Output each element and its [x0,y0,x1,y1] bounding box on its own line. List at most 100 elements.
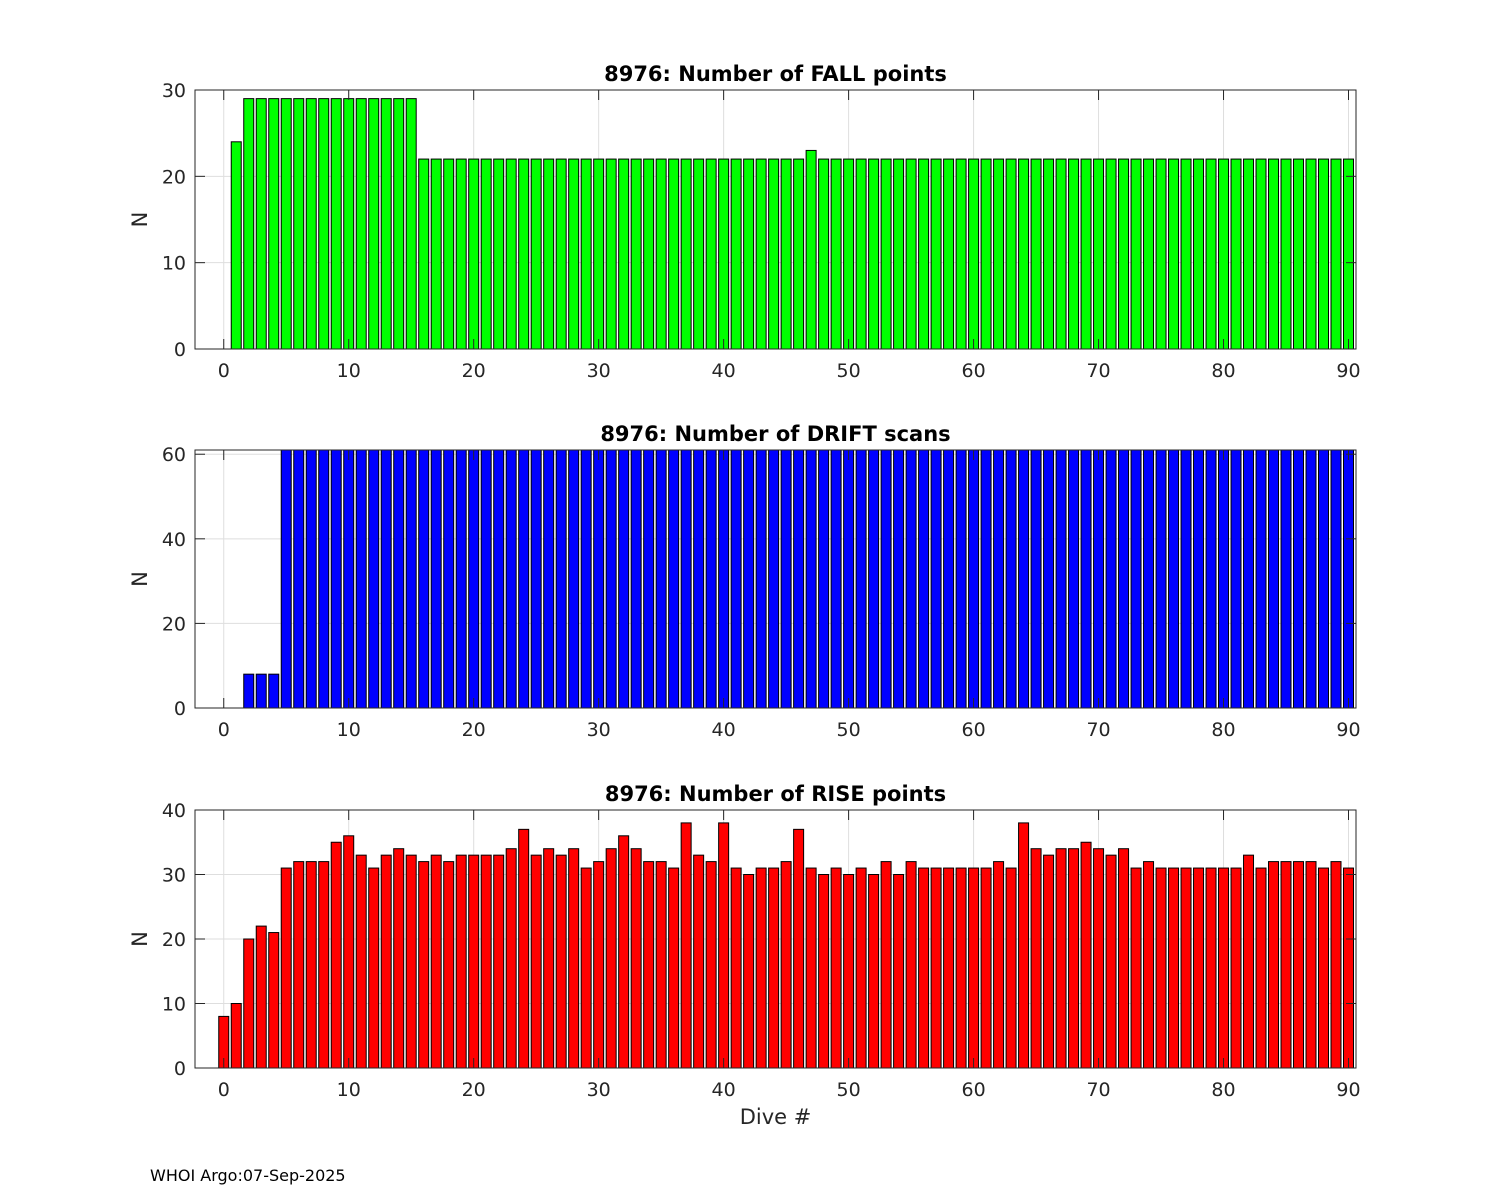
rise-bar [1330,861,1342,1069]
drift-bar [305,449,317,709]
fall-y-tick-label: 0 [174,339,186,361]
fall-bar [880,158,892,350]
rise-bar [943,867,955,1069]
drift-bar [355,449,367,709]
fall-bar [355,98,367,350]
fall-bar [793,158,805,350]
fall-x-tick-label: 0 [218,360,230,382]
drift-x-tick-label: 10 [337,719,361,741]
rise-bar [880,861,892,1069]
drift-bar [255,673,267,709]
drift-bar [943,449,955,709]
drift-bar [580,449,592,709]
rise-bar [755,867,767,1069]
rise-bar [243,938,255,1069]
rise-bar [380,854,392,1069]
drift-bar [518,449,530,709]
drift-bar [1018,449,1030,709]
drift-bar [1218,449,1230,709]
drift-bar [280,449,292,709]
fall-bar [843,158,855,350]
fall-bar [1255,158,1267,350]
drift-x-tick-label: 40 [712,719,736,741]
fall-bar [718,158,730,350]
drift-bar [1268,449,1280,709]
fall-bar [893,158,905,350]
drift-bar [343,449,355,709]
rise-bar [255,925,267,1069]
rise-bar [730,867,742,1069]
drift-bar [618,449,630,709]
rise-bar [418,861,430,1069]
fall-bar [730,158,742,350]
rise-bar [1055,848,1067,1069]
rise-bar [330,841,342,1069]
fall-bar [780,158,792,350]
drift-bar [468,449,480,709]
fall-bar [555,158,567,350]
rise-y-axis-label: N [128,931,152,947]
rise-bar [1130,867,1142,1069]
fall-bar [605,158,617,350]
fall-y-axis-label: N [128,212,152,228]
drift-x-tick-label: 70 [1086,719,1110,741]
rise-x-tick-label: 50 [837,1079,861,1101]
drift-bar [1305,449,1317,709]
drift-bar [1055,449,1067,709]
rise-bar [655,861,667,1069]
fall-bar [568,158,580,350]
drift-bar [393,449,405,709]
fall-bar [280,98,292,350]
drift-bar [630,449,642,709]
rise-bar [518,828,530,1069]
rise-x-tick-label: 40 [712,1079,736,1101]
fall-bar [1080,158,1092,350]
fall-bar [1118,158,1130,350]
fall-bar [1055,158,1067,350]
fall-bar [505,158,517,350]
drift-bar [1005,449,1017,709]
rise-bar [443,861,455,1069]
drift-bar [930,449,942,709]
fall-bar [743,158,755,350]
rise-y-tick-label: 30 [162,865,186,887]
rise-bar [1318,867,1330,1069]
fall-bar [293,98,305,350]
drift-bar [593,449,605,709]
drift-bar [893,449,905,709]
drift-bar [1080,449,1092,709]
rise-bar [868,874,880,1069]
fall-bar [1180,158,1192,350]
drift-bar [1230,449,1242,709]
fall-bar [955,158,967,350]
drift-x-tick-label: 60 [961,719,985,741]
fall-bar [655,158,667,350]
drift-bar [1143,449,1155,709]
drift-bar [318,449,330,709]
drift-bar [968,449,980,709]
drift-bar [980,449,992,709]
fall-bar [1018,158,1030,350]
fall-bar [368,98,380,350]
rise-bar [293,861,305,1069]
drift-x-tick-label: 50 [837,719,861,741]
rise-bar [743,874,755,1069]
rise-bar [818,874,830,1069]
drift-bar [1193,449,1205,709]
rise-bar [1205,867,1217,1069]
fall-axes-box [194,89,1357,350]
fall-bar [305,98,317,350]
drift-bar [1093,449,1105,709]
rise-bar [593,861,605,1069]
rise-bar [1193,867,1205,1069]
drift-bar [493,449,505,709]
fall-bar [455,158,467,350]
rise-bar [805,867,817,1069]
drift-bar [830,449,842,709]
drift-bar [1130,449,1142,709]
drift-bar [668,449,680,709]
drift-bar [543,449,555,709]
fall-bar [268,98,280,350]
rise-points-panel: 0 10 20 30 40 50 60 70 80 90 0 10 20 30 40 8976: Number… [128,782,1361,1129]
drift-bar [555,449,567,709]
